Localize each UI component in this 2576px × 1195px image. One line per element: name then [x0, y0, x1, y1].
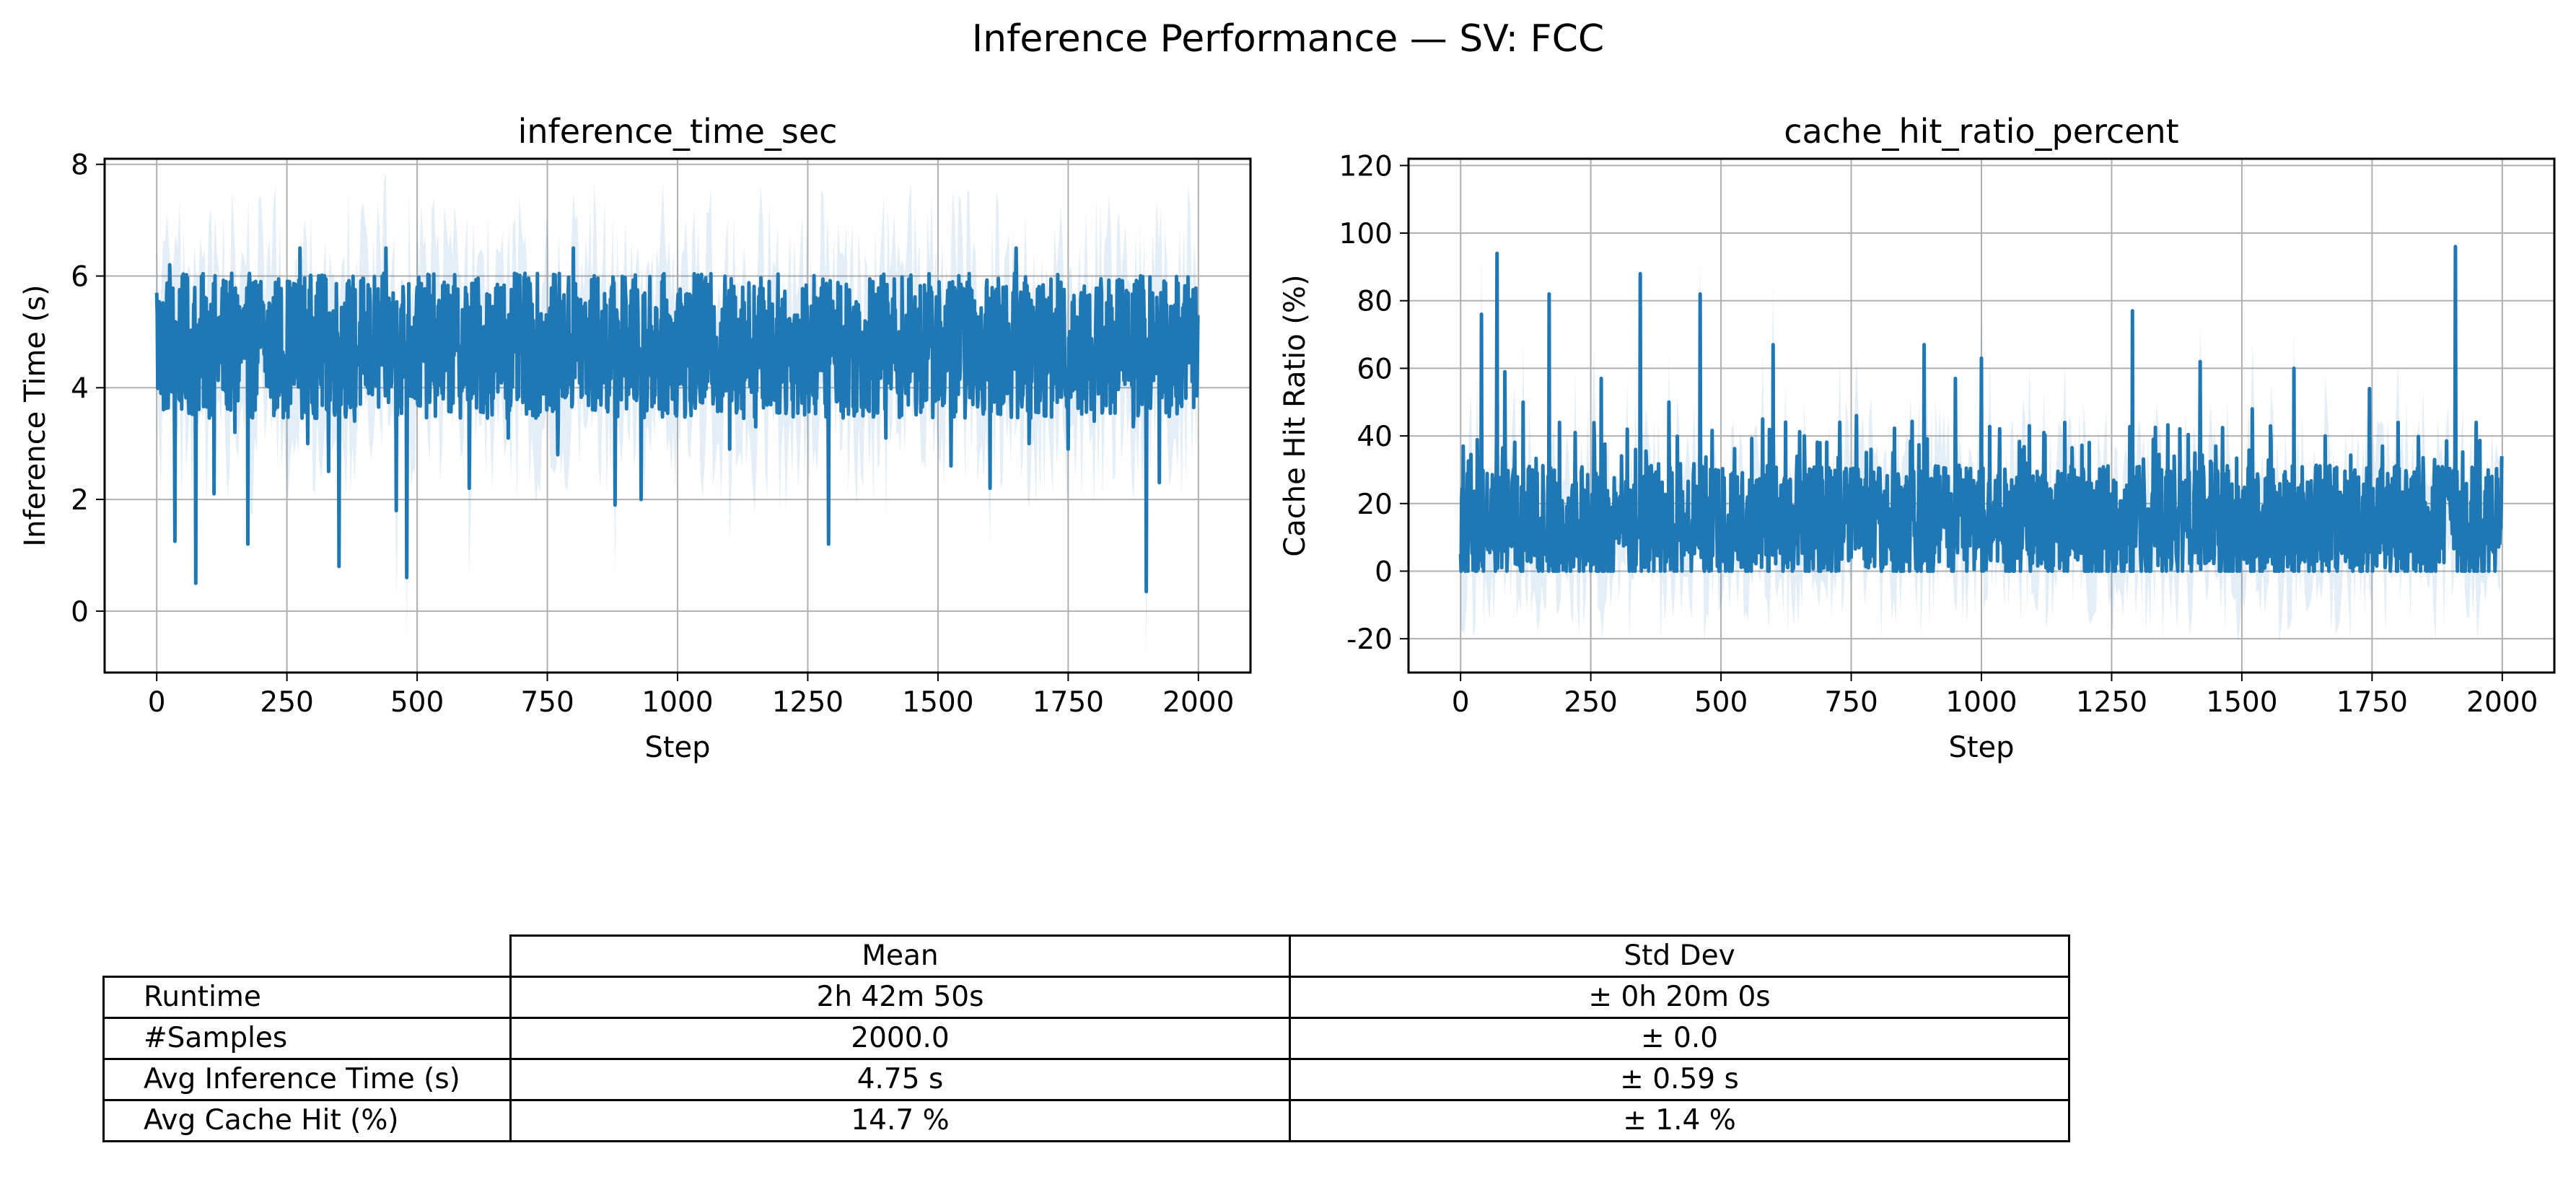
y-tick-label: 0 — [71, 596, 89, 629]
table-header-mean: Mean — [509, 934, 1291, 978]
cell-mean: 2000.0 — [509, 1017, 1291, 1060]
table-row: #Samples 2000.0 ± 0.0 — [102, 1017, 2070, 1060]
y-tick-label: 0 — [1375, 556, 1393, 588]
table-row: Runtime 2h 42m 50s ± 0h 20m 0s — [102, 976, 2070, 1019]
row-label: Runtime — [102, 976, 512, 1019]
x-tick-label: 1750 — [2336, 686, 2408, 719]
x-tick-label: 250 — [260, 686, 313, 719]
x-tick-label: 1500 — [902, 686, 973, 719]
x-tick-label: 500 — [390, 686, 444, 719]
y-tick-label: 2 — [71, 484, 89, 517]
y-tick-label: 20 — [1357, 489, 1393, 521]
row-label: #Samples — [102, 1017, 512, 1060]
cell-mean: 14.7 % — [509, 1099, 1291, 1142]
y-tick-label: 4 — [71, 372, 89, 405]
y-tick-label: 100 — [1339, 218, 1393, 250]
x-tick-label: 750 — [520, 686, 574, 719]
x-tick-label: 2000 — [1162, 686, 1234, 719]
x-tick-label: 1250 — [772, 686, 844, 719]
y-tick-label: 40 — [1357, 421, 1393, 453]
cell-std: ± 0.0 — [1289, 1017, 2070, 1060]
y-tick-label: 6 — [71, 261, 89, 294]
table-header-row: Mean Std Dev — [103, 934, 2070, 978]
y-tick-label: 8 — [71, 149, 89, 182]
x-tick-label: 1500 — [2206, 686, 2277, 719]
y-tick-label: -20 — [1346, 623, 1393, 656]
y-tick-label: 120 — [1339, 150, 1393, 183]
x-tick-label: 750 — [1824, 686, 1878, 719]
table-corner — [103, 935, 512, 978]
x-axis-label: Step — [1948, 731, 2014, 764]
x-tick-label: 2000 — [2466, 686, 2538, 719]
cell-std: ± 0.59 s — [1289, 1058, 2070, 1101]
subplot-title: cache_hit_ratio_percent — [1784, 112, 2178, 151]
y-tick-label: 60 — [1357, 353, 1393, 385]
x-tick-label: 1250 — [2076, 686, 2147, 719]
stats-table: Mean Std Dev Runtime 2h 42m 50s ± 0h 20m… — [102, 934, 2070, 1142]
x-tick-label: 0 — [1452, 686, 1470, 719]
x-tick-label: 1750 — [1033, 686, 1104, 719]
subplot-title: inference_time_sec — [518, 112, 838, 151]
y-axis-label: Inference Time (s) — [19, 284, 52, 546]
cell-mean: 2h 42m 50s — [509, 976, 1291, 1019]
y-tick-label: 80 — [1357, 286, 1393, 318]
x-tick-label: 250 — [1564, 686, 1617, 719]
cell-std: ± 0h 20m 0s — [1289, 976, 2070, 1019]
x-tick-label: 1000 — [641, 686, 713, 719]
table-header-std: Std Dev — [1289, 934, 2070, 978]
x-tick-label: 500 — [1694, 686, 1748, 719]
table-row: Avg Cache Hit (%) 14.7 % ± 1.4 % — [102, 1099, 2070, 1142]
figure-title: Inference Performance — SV: FCC — [971, 17, 1605, 61]
row-label: Avg Cache Hit (%) — [102, 1099, 512, 1142]
series-line — [154, 246, 1200, 594]
row-label: Avg Inference Time (s) — [102, 1058, 512, 1101]
table-row: Avg Inference Time (s) 4.75 s ± 0.59 s — [102, 1058, 2070, 1101]
cell-mean: 4.75 s — [509, 1058, 1291, 1101]
x-tick-label: 1000 — [1945, 686, 2017, 719]
series-line — [1458, 245, 2504, 573]
cell-std: ± 1.4 % — [1289, 1099, 2070, 1142]
x-axis-label: Step — [644, 731, 710, 764]
x-tick-label: 0 — [148, 686, 166, 719]
y-axis-label: Cache Hit Ratio (%) — [1279, 274, 1312, 556]
